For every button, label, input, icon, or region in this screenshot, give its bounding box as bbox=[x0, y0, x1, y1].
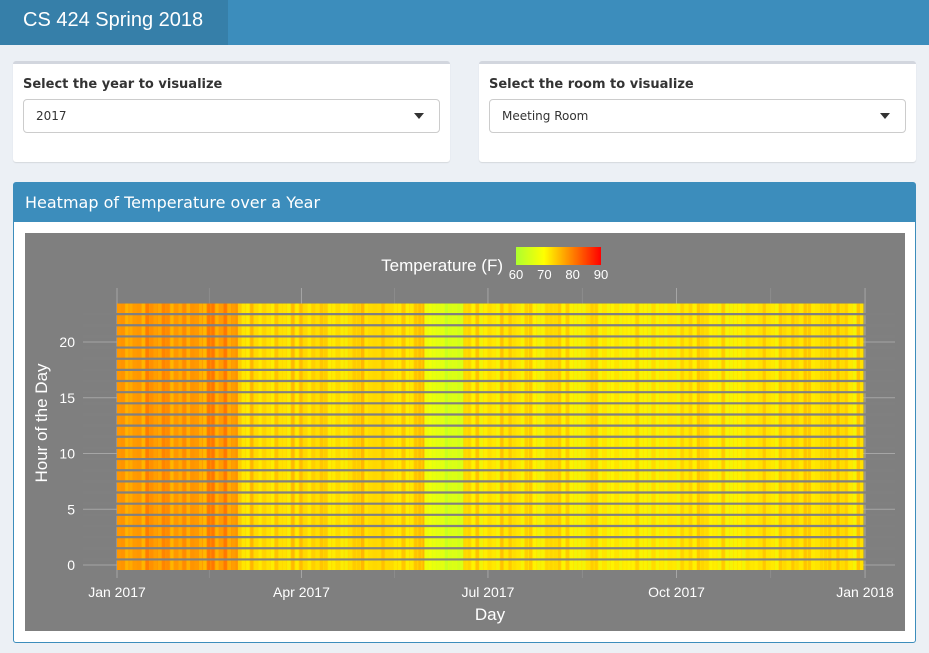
app-title: CS 424 Spring 2018 bbox=[0, 0, 228, 45]
legend-tick-label: 90 bbox=[594, 267, 608, 282]
room-select[interactable]: Meeting Room bbox=[489, 99, 906, 133]
x-tick-label: Oct 2017 bbox=[648, 584, 705, 600]
x-tick-label: Jul 2017 bbox=[461, 584, 514, 600]
legend-tick-label: 60 bbox=[509, 267, 523, 282]
legend-tick-label: 80 bbox=[565, 267, 579, 282]
year-select-label: Select the year to visualize bbox=[23, 77, 223, 92]
caret-down-icon bbox=[414, 113, 424, 119]
x-tick-label: Apr 2017 bbox=[273, 584, 330, 600]
y-tick-label: 5 bbox=[67, 501, 75, 517]
y-tick-label: 20 bbox=[59, 334, 75, 350]
x-axis: Jan 2017 Apr 2017 Jul 2017 Oct 2017 Jan 2018 bbox=[88, 584, 894, 600]
legend: Temperature (F) 60 70 80 90 bbox=[381, 247, 608, 282]
legend-tick-label: 70 bbox=[537, 267, 551, 282]
room-select-label: Select the room to visualize bbox=[489, 77, 694, 92]
legend-colorbar bbox=[516, 247, 601, 265]
top-navbar: CS 424 Spring 2018 bbox=[0, 0, 929, 45]
heatmap-panel: Heatmap of Temperature over a Year 0 5 10 1… bbox=[13, 182, 916, 643]
y-tick-label: 10 bbox=[59, 446, 75, 462]
panel-title: Heatmap of Temperature over a Year bbox=[14, 183, 915, 222]
y-axis: 0 5 10 15 20 bbox=[59, 334, 75, 573]
caret-down-icon bbox=[880, 113, 890, 119]
room-select-value: Meeting Room bbox=[502, 109, 589, 123]
heatmap-chart: 0 5 10 15 20 Jan 2017 Apr 2017 Jul 2017 Oct 2017… bbox=[25, 233, 905, 631]
hour-row-separators bbox=[83, 313, 895, 561]
room-select-box: Select the room to visualize Meeting Roo… bbox=[479, 61, 916, 162]
year-select-value: 2017 bbox=[36, 109, 67, 123]
x-tick-label: Jan 2017 bbox=[88, 584, 146, 600]
x-tick-label: Jan 2018 bbox=[836, 584, 894, 600]
y-axis-title: Hour of the Day bbox=[32, 363, 51, 483]
y-tick-label: 0 bbox=[67, 557, 75, 573]
legend-title: Temperature (F) bbox=[381, 256, 503, 275]
year-select-box: Select the year to visualize 2017 bbox=[13, 61, 450, 162]
x-axis-title: Day bbox=[475, 605, 506, 624]
y-tick-label: 15 bbox=[59, 390, 75, 406]
year-select[interactable]: 2017 bbox=[23, 99, 440, 133]
